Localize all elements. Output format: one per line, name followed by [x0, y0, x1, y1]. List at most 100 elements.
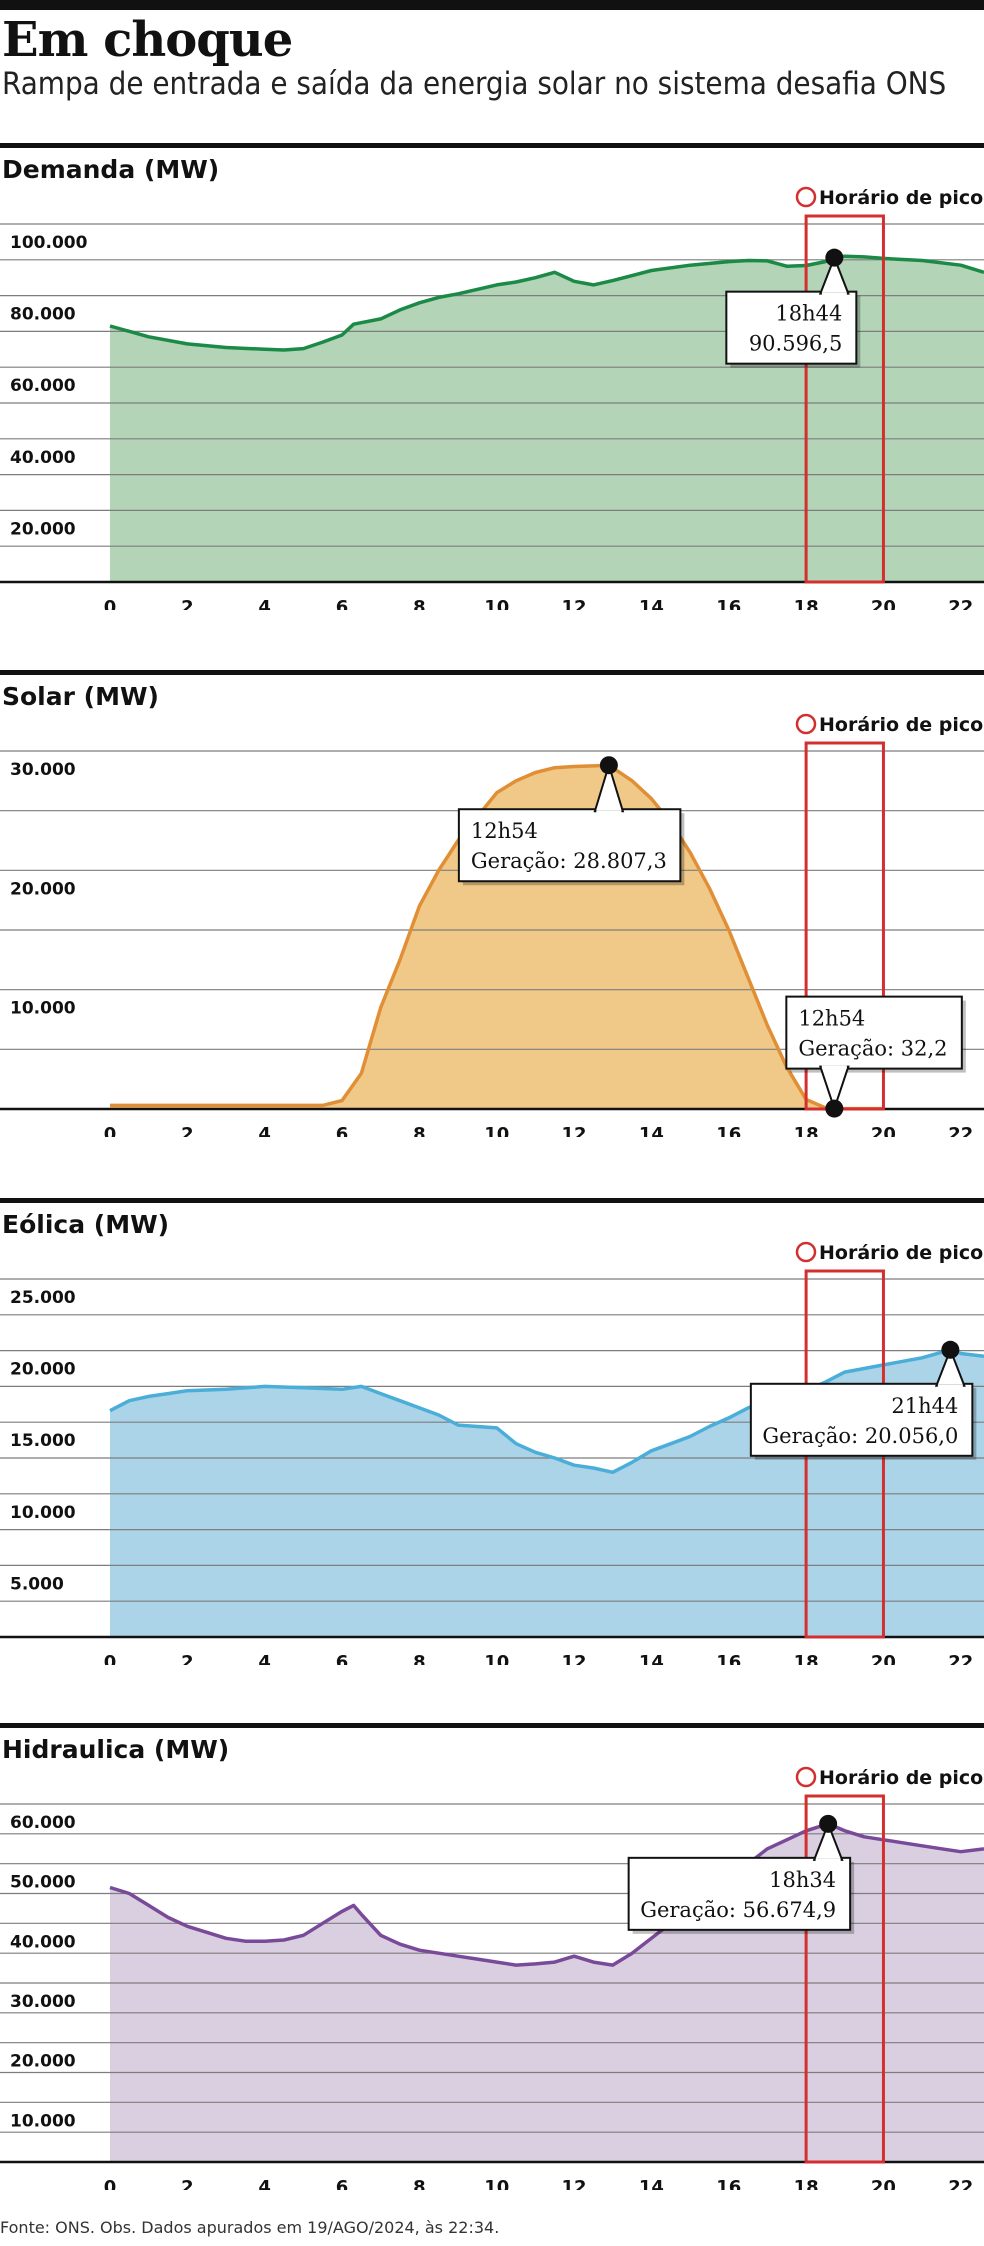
- x-tick-label: 2: [181, 1652, 194, 1665]
- chart-title: Solar (MW): [2, 682, 159, 711]
- x-tick-label: 10: [484, 1124, 509, 1137]
- x-tick-label: 8: [413, 2177, 426, 2190]
- y-tick-label: 20.000: [10, 1360, 76, 1380]
- x-tick-label: 0: [104, 1652, 117, 1665]
- x-tick-label: 16: [716, 1124, 741, 1137]
- chart-title: Demanda (MW): [2, 155, 219, 184]
- section-rule: [0, 1198, 984, 1203]
- x-tick-label: 4: [258, 2177, 271, 2190]
- page-subtitle: Rampa de entrada e saída da energia sola…: [2, 66, 947, 102]
- x-tick-label: 10: [484, 597, 509, 610]
- x-tick-label: 6: [336, 597, 349, 610]
- y-tick-label: 5.000: [10, 1574, 64, 1594]
- peak-window-box: [804, 214, 885, 584]
- y-tick-label: 10.000: [10, 1503, 76, 1523]
- x-tick-label: 0: [104, 1124, 117, 1137]
- x-tick-label: 12: [562, 2177, 587, 2190]
- x-tick-label: 22: [948, 1652, 973, 1665]
- y-tick-label: 60.000: [10, 376, 76, 396]
- series-line: [110, 763, 884, 1111]
- y-tick-label: 50.000: [10, 1873, 76, 1893]
- x-tick-label: 16: [716, 1652, 741, 1665]
- callout-box: [749, 1382, 974, 1457]
- y-tick-label: 10.000: [10, 999, 76, 1019]
- y-tick-label: 60.000: [10, 1813, 76, 1833]
- x-tick-label: 6: [336, 2177, 349, 2190]
- peak-point: [825, 248, 844, 267]
- callout-time: 18h34: [769, 1868, 836, 1892]
- chart-hidraulica: Hidraulica (MW) Horário de pico 10.000 20.0…: [0, 1723, 984, 2190]
- y-tick-label: 40.000: [10, 1932, 76, 1952]
- x-tick-label: 20: [871, 1652, 896, 1665]
- chart-title: Eólica (MW): [2, 1210, 169, 1239]
- x-tick-label: 18: [794, 1652, 819, 1665]
- callout-time: 12h54: [798, 1007, 865, 1031]
- section-rule: [0, 143, 984, 148]
- legend-label: Horário de pico: [819, 1242, 983, 1264]
- legend-circle-icon: [795, 186, 817, 208]
- callout-time: 18h44: [775, 302, 842, 326]
- y-tick-label: 100.000: [10, 233, 88, 253]
- x-tick-label: 12: [562, 1652, 587, 1665]
- x-tick-label: 22: [948, 2177, 973, 2190]
- y-tick-label: 20.000: [10, 519, 76, 539]
- callout-pointer-joint: [815, 1858, 841, 1862]
- series-area: [110, 765, 884, 1109]
- y-tick-label: 10.000: [10, 2111, 76, 2131]
- x-tick-label: 18: [794, 2177, 819, 2190]
- x-tick-label: 0: [104, 597, 117, 610]
- x-tick-label: 10: [484, 2177, 509, 2190]
- callout-value: Geração: 28.807,3: [471, 849, 667, 873]
- x-tick-label: 22: [948, 597, 973, 610]
- callout-value: 90.596,5: [749, 332, 843, 356]
- legend-circle-icon: [795, 1241, 817, 1263]
- callout-box: [725, 290, 858, 365]
- peak-point: [819, 1814, 838, 1833]
- x-tick-label: 8: [413, 1652, 426, 1665]
- x-tick-label: 4: [258, 597, 271, 610]
- callout-pointer-joint: [937, 1384, 963, 1388]
- legend-label: Horário de pico: [819, 714, 983, 736]
- callout-pointer-joint: [821, 1065, 847, 1069]
- callout-value: Geração: 20.056,0: [762, 1424, 958, 1448]
- x-tick-label: 20: [871, 1124, 896, 1137]
- peak-point: [599, 756, 618, 775]
- callout-value: Geração: 32,2: [798, 1037, 947, 1061]
- chart-solar: Solar (MW) Horário de pico 10.000 20.000 30.…: [0, 670, 984, 1137]
- legend-circle-icon: [795, 713, 817, 735]
- x-tick-label: 18: [794, 597, 819, 610]
- x-tick-label: 0: [104, 2177, 117, 2190]
- y-tick-label: 40.000: [10, 448, 76, 468]
- peak-point: [941, 1340, 960, 1359]
- y-tick-label: 20.000: [10, 879, 76, 899]
- x-tick-label: 6: [336, 1124, 349, 1137]
- chart-eolica: Eólica (MW) Horário de pico 5.000 10.000 15.…: [0, 1198, 984, 1665]
- y-tick-label: 80.000: [10, 305, 76, 325]
- peak-window-box: [804, 741, 885, 1111]
- x-tick-label: 2: [181, 597, 194, 610]
- legend-circle-icon: [795, 1766, 817, 1788]
- x-tick-label: 10: [484, 1652, 509, 1665]
- page-title: Em choque: [2, 12, 293, 68]
- callout-time: 21h44: [891, 1394, 958, 1418]
- y-tick-label: 30.000: [10, 1992, 76, 2012]
- y-tick-label: 20.000: [10, 2052, 76, 2072]
- chart-title: Hidraulica (MW): [2, 1735, 229, 1764]
- callout-value: Geração: 56.674,9: [640, 1898, 836, 1922]
- top-rule: [0, 0, 984, 10]
- y-tick-label: 15.000: [10, 1431, 76, 1451]
- x-tick-label: 8: [413, 597, 426, 610]
- x-tick-label: 14: [639, 597, 664, 610]
- x-tick-label: 4: [258, 1652, 271, 1665]
- callout-box: [627, 1856, 852, 1931]
- legend-label: Horário de pico: [819, 187, 983, 209]
- callout-box: [457, 808, 682, 883]
- section-rule: [0, 670, 984, 675]
- peak-window-box: [804, 1794, 885, 2164]
- x-tick-label: 16: [716, 2177, 741, 2190]
- x-tick-label: 14: [639, 2177, 664, 2190]
- chart-demanda: Demanda (MW) Horário de pico 20.000 40.000 6…: [0, 143, 984, 610]
- callout-box: [785, 995, 963, 1070]
- x-tick-label: 20: [871, 597, 896, 610]
- x-tick-label: 16: [716, 597, 741, 610]
